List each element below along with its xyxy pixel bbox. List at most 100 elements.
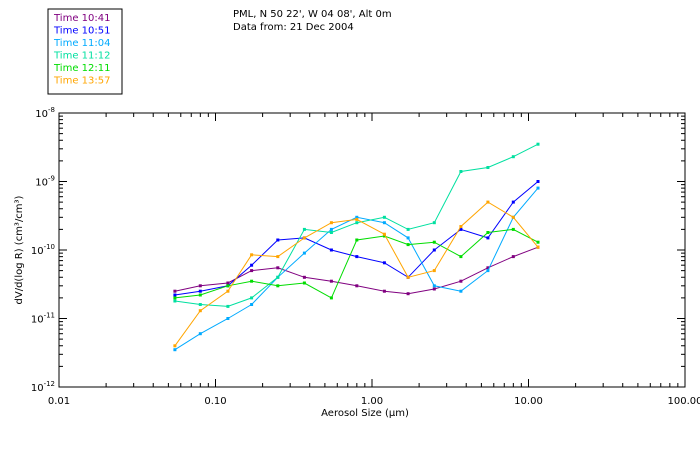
data-point [432,287,436,291]
axis-ticks: 0.01 0.10 1.00 10.00 100.00 10-8 10-9 10-10 10-1… [31,106,700,407]
data-point [406,227,410,231]
data-point [486,231,490,234]
y-tick-label: 10-9 [35,175,55,189]
data-point [432,240,436,244]
data-point [382,232,386,236]
data-point [276,266,280,270]
data-point [459,170,463,173]
data-point [250,303,254,306]
data-point [406,292,410,296]
y-axis-label: dV/d(log R) (cm³/cm³) [14,195,25,304]
data-point [250,253,254,257]
data-point [198,332,202,336]
data-point [276,275,280,279]
data-point [486,166,490,169]
plot-frame [58,112,686,388]
data-point [432,248,436,252]
data-point [459,279,463,283]
data-point [226,284,230,288]
data-point [198,289,202,293]
data-point [536,186,540,190]
data-point [432,221,436,225]
data-point [329,296,333,300]
data-point [355,221,359,225]
legend-box [47,8,123,95]
data-point [382,234,386,238]
data-point [406,236,410,240]
data-point [355,238,359,242]
data-point [173,293,177,297]
data-point [329,248,333,252]
x-axis-label: Aerosol Size (μm) [321,408,409,419]
series-line [174,187,539,351]
data-point [536,245,540,249]
data-point [382,261,386,265]
data-point [406,275,410,279]
data-point [173,296,177,300]
data-point [459,255,463,259]
x-tick-label: 0.01 [48,396,70,407]
data-point [226,289,230,293]
y-tick-label: 10-11 [31,312,55,326]
data-point [536,240,540,244]
data-point [536,142,540,146]
data-point [302,251,306,255]
data-point [198,303,202,306]
x-tick-label: 10.00 [514,396,543,407]
data-point [226,317,230,320]
data-point [432,284,436,288]
data-point [198,284,202,288]
data-point [511,227,515,231]
y-tick-label: 10-8 [35,106,55,120]
data-point [406,243,410,247]
data-point [226,304,230,308]
station-title: PML, N 50 22', W 04 08', Alt 0m [233,9,392,20]
legend-entry: Time 10:51 [53,26,110,37]
data-point [329,221,333,225]
data-point [173,289,177,293]
legend-entry: Time 12:11 [53,63,110,74]
data-point [276,255,280,259]
data-point [459,225,463,228]
data-point [250,279,254,283]
data-point [459,227,463,231]
x-tick-label: 100.00 [668,396,700,407]
series-line [174,181,539,296]
data-point [276,238,280,242]
x-tick-label: 1.00 [361,396,383,407]
data-point [486,236,490,240]
data-point [355,284,359,288]
data-point [382,289,386,293]
data-point [302,227,306,231]
data-point [226,281,230,285]
data-point [250,263,254,267]
data-point [511,155,515,159]
data-point [198,293,202,297]
data-point [173,299,177,303]
data-point [486,266,490,270]
data-point [302,281,306,285]
data-point [250,296,254,300]
data-point [329,231,333,234]
data-point [276,284,280,288]
data-point [329,227,333,231]
data-point [302,275,306,279]
data-point [173,348,177,352]
data-point [382,221,386,225]
data-point [173,344,177,348]
data-point [382,215,386,219]
data-point [511,200,515,204]
data-point [511,215,515,219]
data-point [486,269,490,273]
x-tick-label: 0.10 [204,396,226,407]
series-group [173,142,540,352]
data-point [536,180,540,183]
data-point [355,215,359,219]
data-date: Data from: 21 Dec 2004 [233,22,354,33]
data-point [302,236,306,240]
data-point [198,309,202,313]
data-point [329,279,333,283]
legend-entry: Time 10:41 [53,13,110,24]
